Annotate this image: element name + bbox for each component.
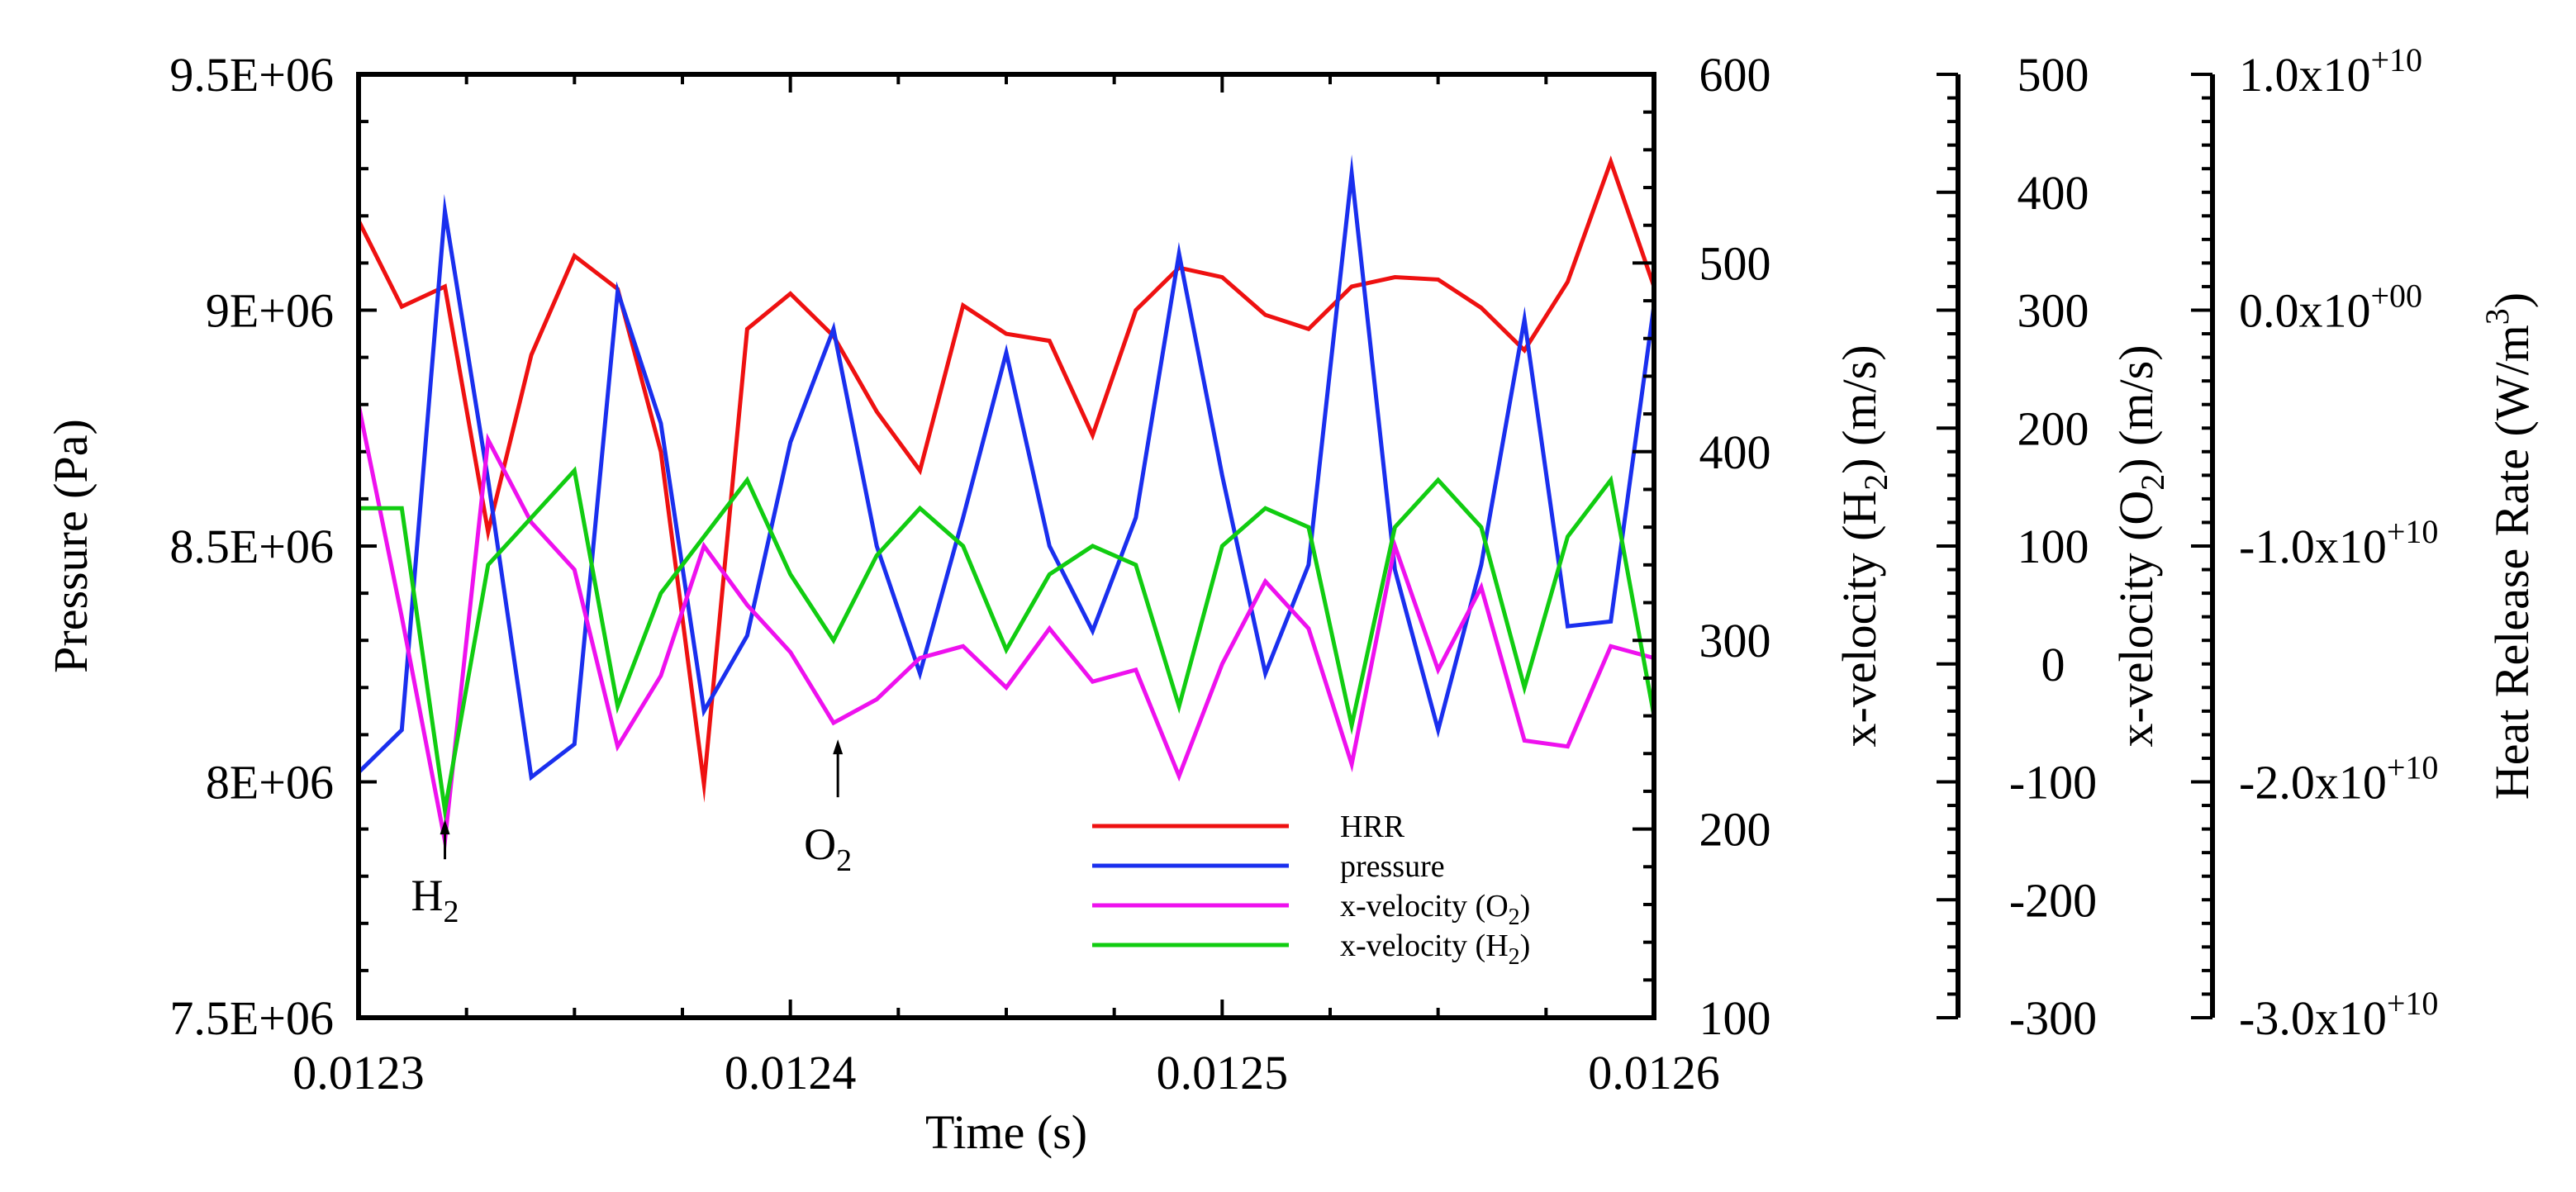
pressure-tick-label: 8.5E+06 <box>169 520 334 573</box>
h2-velocity-tick-label: 500 <box>1699 236 1771 290</box>
pressure-tick-label: 9E+06 <box>206 284 334 338</box>
annotation-label: O2 <box>804 819 852 878</box>
x-tick-label: 0.0126 <box>1588 1046 1720 1099</box>
o2-velocity-tick-label: -100 <box>2009 756 2097 810</box>
o2-velocity-tick-label: 300 <box>2018 284 2089 338</box>
hrr-axis-title: Heat Release Rate (W/m3) <box>2479 292 2539 800</box>
pressure-tick-label: 7.5E+06 <box>169 991 334 1045</box>
o2-velocity-tick-label: 100 <box>2018 520 2089 573</box>
series-line-x-velocity-h2- <box>359 466 1656 824</box>
legend-label: pressure <box>1340 849 1445 884</box>
o2-velocity-tick-label: -200 <box>2009 873 2097 927</box>
h2-velocity-tick-label: 600 <box>1699 48 1771 102</box>
series-line-x-velocity-o2- <box>356 404 1655 855</box>
legend-label: x-velocity (O2) <box>1340 889 1530 930</box>
hrr-tick-label: -2.0x10+10 <box>2239 749 2438 810</box>
x-tick-label: 0.0123 <box>292 1046 425 1099</box>
h2-velocity-tick-label: 100 <box>1699 991 1771 1045</box>
annotation-layer: H2 O2 <box>411 739 852 929</box>
pressure-tick-label: 8E+06 <box>206 756 334 810</box>
h2-velocity-tick-label: 200 <box>1699 803 1771 857</box>
hrr-tick-label: -3.0x10+10 <box>2239 985 2438 1045</box>
h2-velocity-tick-label: 400 <box>1699 425 1771 479</box>
plot-frame <box>356 72 1656 1020</box>
pressure-axis-title: Pressure (Pa) <box>44 419 97 673</box>
h2-velocity-tick-label: 300 <box>1699 614 1771 667</box>
series-line-pressure <box>357 154 1656 781</box>
annotation-label: H2 <box>411 871 459 929</box>
hrr-tick-label: 0.0x10+00 <box>2239 278 2422 338</box>
o2-velocity-tick-label: 0 <box>2041 638 2065 691</box>
legend-label: x-velocity (H2) <box>1340 928 1530 970</box>
annotation-arrowhead <box>440 819 450 835</box>
hrr-tick-label: 1.0x10+10 <box>2239 41 2422 102</box>
o2-velocity-tick-label: 500 <box>2018 48 2089 102</box>
o2-velocity-tick-label: 200 <box>2018 401 2089 455</box>
o2-velocity-tick-label: -300 <box>2009 991 2097 1045</box>
annotation-arrowhead <box>833 739 844 755</box>
x-axis-title: Time (s) <box>925 1105 1087 1159</box>
h2-velocity-axis-title: x-velocity (H2) (m/s) <box>1832 344 1894 747</box>
axes-layer: 0.0123 0.0124 0.0125 0.0126 7.5E+06 8E+06 8.5E… <box>169 41 2539 1099</box>
series-layer <box>356 154 1656 855</box>
pressure-tick-label: 9.5E+06 <box>169 48 334 102</box>
hrr-tick-label: -1.0x10+10 <box>2239 513 2438 573</box>
series-line-hrr <box>356 155 1656 803</box>
o2-velocity-tick-label: 400 <box>2018 166 2089 220</box>
legend: HRR pressure x-velocity (O2)x-velocity (H2… <box>1092 810 1530 970</box>
x-tick-label: 0.0124 <box>725 1046 857 1099</box>
o2-velocity-axis-title: x-velocity (O2) (m/s) <box>2109 344 2171 747</box>
x-tick-label: 0.0125 <box>1157 1046 1289 1099</box>
legend-label: HRR <box>1340 810 1405 844</box>
